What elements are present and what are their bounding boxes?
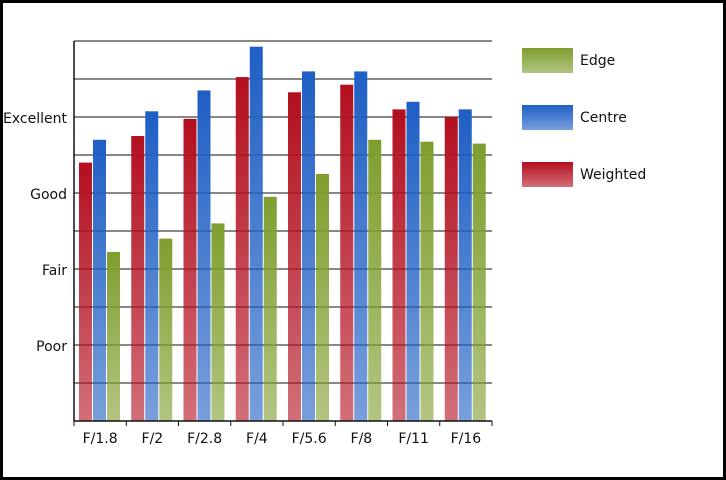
x-tick-label: F/16 <box>451 431 482 447</box>
bar <box>107 251 120 421</box>
x-tick-label: F/5.6 <box>292 431 327 447</box>
bar <box>458 109 472 422</box>
bar <box>368 139 382 422</box>
y-tick-label: Excellent <box>3 111 67 127</box>
bar <box>183 118 197 422</box>
x-tick-label: F/2.8 <box>187 431 222 447</box>
bar <box>249 46 263 421</box>
bar <box>235 77 249 421</box>
bar <box>406 101 420 422</box>
x-tick-label: F/4 <box>246 431 268 447</box>
x-tick-label: F/11 <box>398 431 429 447</box>
bar <box>159 238 173 421</box>
y-tick-label: Good <box>30 187 67 203</box>
bar <box>288 92 301 422</box>
legend-swatch <box>522 105 573 130</box>
bar <box>145 111 159 422</box>
bar <box>93 139 106 422</box>
x-tick-label: F/2 <box>142 431 164 447</box>
bar <box>444 117 458 421</box>
bar <box>211 223 225 421</box>
bar <box>472 143 486 421</box>
bar <box>79 162 92 421</box>
legend-label: Weighted <box>580 167 646 183</box>
x-tick-label: F/1.8 <box>83 431 118 447</box>
y-tick-label: Poor <box>36 339 67 355</box>
bar <box>354 71 368 422</box>
bar <box>340 84 354 421</box>
x-tick-label: F/8 <box>351 431 373 447</box>
bar <box>392 109 406 422</box>
bar <box>197 90 211 422</box>
legend-label: Centre <box>580 110 627 126</box>
legend-label: Edge <box>580 53 615 69</box>
legend-swatch <box>522 162 573 187</box>
bar <box>263 196 277 421</box>
bar <box>420 141 434 421</box>
legend-swatch <box>522 48 573 73</box>
bar <box>131 136 145 421</box>
bar <box>316 174 329 421</box>
bar <box>302 71 315 422</box>
y-tick-label: Fair <box>42 263 67 279</box>
